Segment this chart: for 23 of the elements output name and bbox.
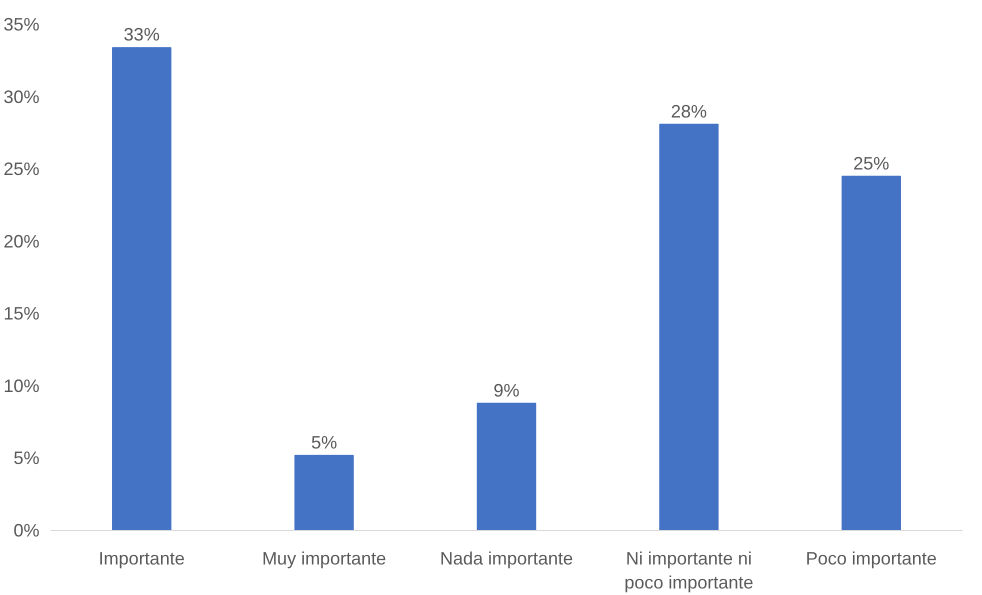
y-tick-label: 25% (3, 159, 40, 180)
x-tick-label: Poco importante (806, 548, 937, 568)
data-label: 25% (853, 153, 890, 174)
data-label: 28% (670, 101, 707, 122)
bar (112, 47, 172, 530)
bar (842, 176, 901, 530)
y-tick-label: 0% (13, 520, 40, 540)
y-tick-label: 5% (13, 448, 40, 468)
x-tick-label: Nada importante (440, 548, 574, 568)
x-tick-label: Importante (98, 548, 185, 568)
bar (659, 124, 719, 530)
y-tick-label: 10% (3, 376, 40, 396)
y-tick-label: 20% (3, 231, 40, 252)
data-label: 9% (493, 380, 520, 400)
bar (476, 402, 536, 530)
data-label: 33% (124, 24, 160, 45)
data-label: 5% (311, 432, 338, 452)
y-tick-label: 30% (3, 86, 40, 107)
x-tick-label: Ni importante ni poco importante (624, 548, 754, 592)
y-tick-label: 35% (3, 14, 40, 34)
bar (294, 454, 354, 530)
y-tick-label: 15% (3, 304, 40, 324)
x-tick-label: Muy importante (262, 548, 386, 568)
